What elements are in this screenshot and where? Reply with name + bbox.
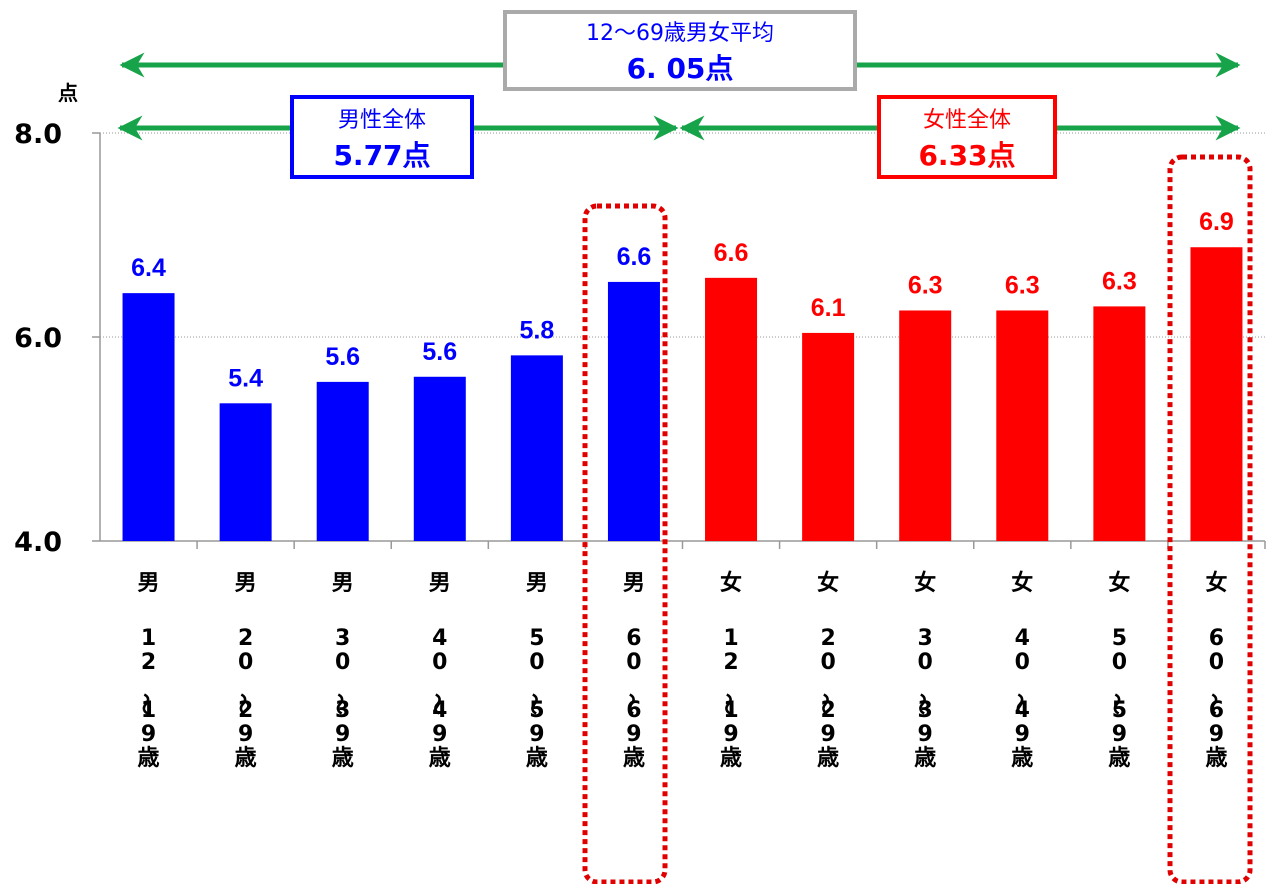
category-gender-label: 女 — [1011, 570, 1033, 596]
value-label: 6.3 — [1102, 267, 1137, 295]
category-labels: 男 1 2 〜1 9 歳 男 2 0 〜2 9 歳 男 3 0 〜3 9 歳 男 4 0 〜4 9 歳 男 5 0 〜5 9 歳 男 6 0 〜6… — [132, 570, 1228, 771]
category-gender-label: 男 — [332, 571, 354, 596]
bar-4 — [413, 376, 466, 541]
category-age-label: 1 2 〜1 9 歳 — [714, 626, 742, 771]
value-label: 5.6 — [325, 343, 360, 371]
male-average-title: 男性全体 — [338, 108, 426, 133]
value-label: 6.3 — [908, 271, 943, 299]
category-gender-label: 女 — [817, 570, 839, 596]
category-age-label: 4 0 〜4 9 歳 — [1005, 626, 1033, 771]
category-age-label: 6 0 〜6 9 歳 — [617, 626, 645, 771]
category-age-label: 3 0 〜3 9 歳 — [326, 626, 354, 771]
category-age-label: 2 0 〜2 9 歳 — [811, 626, 839, 771]
value-label: 6.9 — [1199, 208, 1234, 236]
value-label: 5.6 — [422, 338, 457, 366]
category-age-label: 1 2 〜1 9 歳 — [132, 626, 160, 771]
category-age-label: 2 0 〜2 9 歳 — [229, 626, 257, 771]
bar-11 — [1093, 306, 1146, 541]
category-age-label: 3 0 〜3 9 歳 — [908, 626, 936, 771]
category-gender-label: 男 — [429, 571, 451, 596]
overall-average-value: 6. 05点 — [627, 52, 734, 85]
y-tick-label: 6.0 — [14, 323, 62, 354]
highlight-box-female-60s — [1167, 154, 1253, 884]
bar-7 — [705, 277, 758, 541]
category-gender-label: 女 — [1205, 570, 1227, 596]
category-gender-label: 男 — [235, 571, 257, 596]
bar-10 — [996, 310, 1049, 541]
y-axis-tick-labels: 4.0 6.0 8.0 — [14, 119, 62, 558]
bar-2 — [219, 403, 272, 541]
male-average-annotation: 男性全体 5.77点 — [290, 95, 474, 179]
overall-average-title: 12〜69歳男女平均 — [586, 21, 774, 46]
overall-average-annotation: 12〜69歳男女平均 6. 05点 — [503, 10, 857, 91]
value-label: 6.1 — [811, 294, 846, 322]
category-gender-label: 女 — [720, 570, 742, 596]
bar-5 — [510, 355, 563, 541]
bar-6 — [607, 281, 660, 541]
highlight-box-male-60s — [582, 203, 668, 884]
female-average-annotation: 女性全体 6.33点 — [877, 95, 1057, 179]
category-gender-label: 男 — [138, 571, 160, 596]
value-label: 5.4 — [228, 364, 263, 392]
bar-8 — [802, 332, 855, 541]
y-axis-unit-label: 点 — [58, 81, 78, 105]
bars — [122, 247, 1243, 542]
category-age-label: 6 0 〜6 9 歳 — [1199, 626, 1227, 771]
bar-12 — [1190, 247, 1243, 542]
category-gender-label: 男 — [623, 571, 645, 596]
x-axis-ticks — [196, 541, 1266, 549]
value-label: 6.6 — [714, 239, 749, 267]
y-tick-label: 4.0 — [14, 527, 62, 558]
category-age-label: 5 0 〜5 9 歳 — [1102, 626, 1130, 771]
value-label: 6.3 — [1005, 271, 1040, 299]
category-gender-label: 男 — [526, 571, 548, 596]
bar-3 — [316, 381, 369, 541]
value-label: 6.6 — [617, 243, 652, 271]
value-labels: 6.4 5.4 5.6 5.6 5.8 6.6 6.6 6.1 6.3 6.3 6.3 6.9 — [131, 208, 1234, 392]
category-age-label: 5 0 〜5 9 歳 — [520, 626, 548, 771]
male-average-value: 5.77点 — [333, 139, 430, 172]
y-tick-label: 8.0 — [14, 119, 62, 150]
bar-9 — [899, 310, 952, 541]
category-gender-label: 女 — [914, 570, 936, 596]
female-average-value: 6.33点 — [918, 139, 1015, 172]
female-average-title: 女性全体 — [923, 108, 1011, 133]
bar-1 — [122, 293, 175, 541]
category-gender-label: 女 — [1108, 570, 1130, 596]
value-label: 5.8 — [519, 316, 554, 344]
category-age-label: 4 0 〜4 9 歳 — [423, 626, 451, 771]
value-label: 6.4 — [131, 254, 166, 282]
